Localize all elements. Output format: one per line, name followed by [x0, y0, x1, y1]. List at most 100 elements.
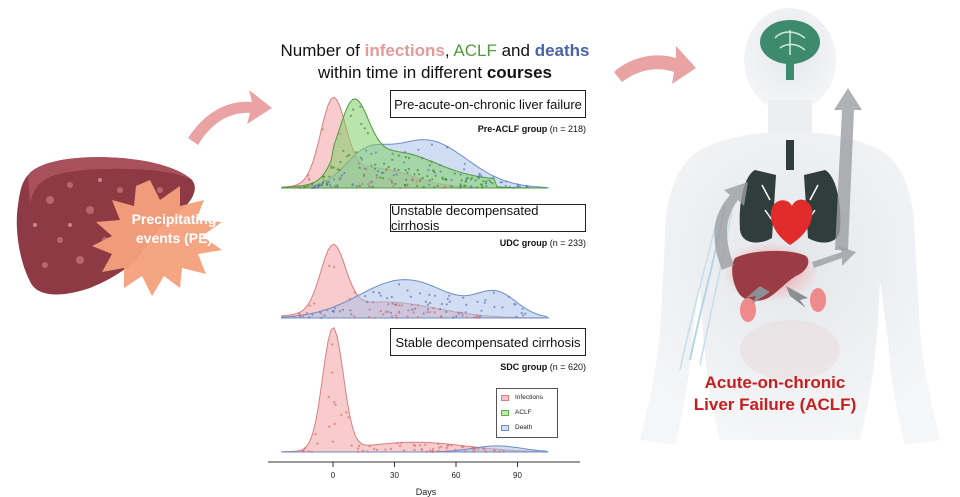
point-death-pre-aclf	[365, 149, 368, 152]
heading-courses: courses	[486, 63, 553, 82]
point-death-pre-aclf	[512, 186, 515, 189]
point-infections-udc	[302, 315, 305, 318]
density-death-sdc	[281, 445, 549, 453]
point-infections-sdc	[483, 448, 486, 451]
point-aclf-pre-aclf	[434, 174, 437, 177]
point-infections-udc	[432, 306, 435, 310]
point-infections-sdc	[445, 446, 448, 449]
point-infections-sdc	[358, 444, 361, 447]
point-death-udc	[379, 294, 382, 297]
point-aclf-pre-aclf	[426, 175, 429, 178]
point-aclf-pre-aclf	[413, 173, 416, 176]
point-infections-pre-aclf	[367, 183, 370, 186]
point-infections-sdc	[373, 447, 376, 451]
point-aclf-pre-aclf	[390, 180, 393, 183]
point-death-pre-aclf	[333, 178, 336, 181]
point-infections-sdc	[440, 445, 443, 448]
point-aclf-pre-aclf	[482, 180, 485, 183]
point-death-udc	[386, 297, 389, 300]
point-infections-udc	[328, 264, 331, 267]
point-aclf-pre-aclf	[387, 165, 390, 169]
point-infections-pre-aclf	[436, 184, 439, 187]
point-aclf-pre-aclf	[397, 154, 400, 157]
point-infections-udc	[326, 309, 329, 312]
point-death-pre-aclf	[316, 185, 320, 188]
point-aclf-pre-aclf	[325, 183, 329, 186]
point-infections-sdc	[438, 446, 441, 449]
point-death-pre-aclf	[377, 170, 380, 173]
point-death-pre-aclf	[313, 186, 316, 189]
point-death-udc	[446, 297, 449, 301]
point-aclf-pre-aclf	[480, 183, 483, 186]
point-infections-sdc	[345, 411, 348, 414]
point-infections-udc	[406, 315, 409, 318]
density-plots: 0 30 60 90 Days	[268, 96, 580, 497]
point-infections-sdc	[333, 422, 336, 425]
point-death-udc	[397, 283, 401, 286]
point-death-udc	[480, 309, 483, 312]
point-death-udc	[429, 301, 432, 305]
point-aclf-pre-aclf	[330, 166, 333, 169]
curved-arrow-right-icon	[614, 46, 696, 84]
point-aclf-pre-aclf	[391, 158, 394, 161]
panel-pre-aclf-densities	[280, 96, 549, 190]
point-death-pre-aclf	[336, 185, 339, 188]
point-death-udc	[378, 291, 381, 294]
point-infections-pre-aclf	[322, 178, 325, 181]
point-infections-pre-aclf	[321, 128, 324, 131]
point-infections-pre-aclf	[405, 185, 408, 189]
point-infections-sdc	[402, 449, 405, 452]
point-infections-udc	[292, 315, 295, 318]
point-infections-udc	[426, 311, 429, 314]
human-body-silhouette	[640, 8, 940, 445]
point-death-udc	[338, 310, 341, 313]
point-aclf-pre-aclf	[306, 184, 309, 187]
point-infections-sdc	[431, 448, 435, 451]
point-death-pre-aclf	[438, 163, 441, 167]
point-death-udc	[515, 315, 518, 318]
point-infections-sdc	[356, 450, 359, 453]
point-aclf-pre-aclf	[304, 186, 307, 189]
point-death-udc	[520, 312, 523, 315]
point-infections-sdc	[424, 443, 427, 446]
point-death-pre-aclf	[470, 186, 473, 189]
point-death-udc	[391, 302, 394, 305]
point-aclf-pre-aclf	[466, 176, 469, 179]
point-infections-sdc	[418, 444, 422, 447]
point-infections-sdc	[347, 416, 350, 419]
point-death-pre-aclf	[433, 171, 436, 174]
group-label-sdc: SDC group (n = 620)	[500, 362, 586, 372]
point-infections-pre-aclf	[385, 168, 388, 172]
lungs-icon	[739, 140, 841, 243]
point-infections-udc	[320, 312, 323, 315]
point-aclf-pre-aclf	[485, 180, 488, 183]
point-death-udc	[522, 314, 525, 317]
point-infections-udc	[395, 316, 398, 319]
point-death-pre-aclf	[459, 186, 462, 189]
point-aclf-pre-aclf	[421, 176, 424, 180]
arrow-to-brain-icon	[834, 88, 862, 250]
point-infections-udc	[387, 303, 390, 306]
point-infections-udc	[412, 311, 415, 314]
point-aclf-pre-aclf	[394, 182, 397, 186]
point-aclf-pre-aclf	[484, 182, 487, 185]
point-death-udc	[507, 295, 510, 298]
point-infections-sdc	[454, 448, 457, 451]
point-infections-sdc	[368, 445, 371, 448]
point-aclf-pre-aclf	[310, 182, 313, 186]
point-death-udc	[501, 306, 504, 309]
point-infections-sdc	[473, 448, 476, 451]
point-death-pre-aclf	[428, 183, 431, 186]
point-death-pre-aclf	[480, 174, 483, 178]
point-infections-sdc	[472, 450, 475, 453]
point-death-udc	[372, 291, 375, 294]
point-infections-sdc	[477, 447, 480, 451]
point-aclf-pre-aclf	[404, 156, 407, 159]
group-label-udc: UDC group (n = 233)	[499, 238, 586, 248]
point-aclf-pre-aclf	[383, 162, 386, 165]
point-infections-sdc	[431, 450, 434, 453]
point-infections-udc	[476, 314, 479, 317]
point-aclf-pre-aclf	[358, 166, 361, 169]
point-death-pre-aclf	[459, 173, 462, 176]
point-death-pre-aclf	[516, 183, 519, 186]
